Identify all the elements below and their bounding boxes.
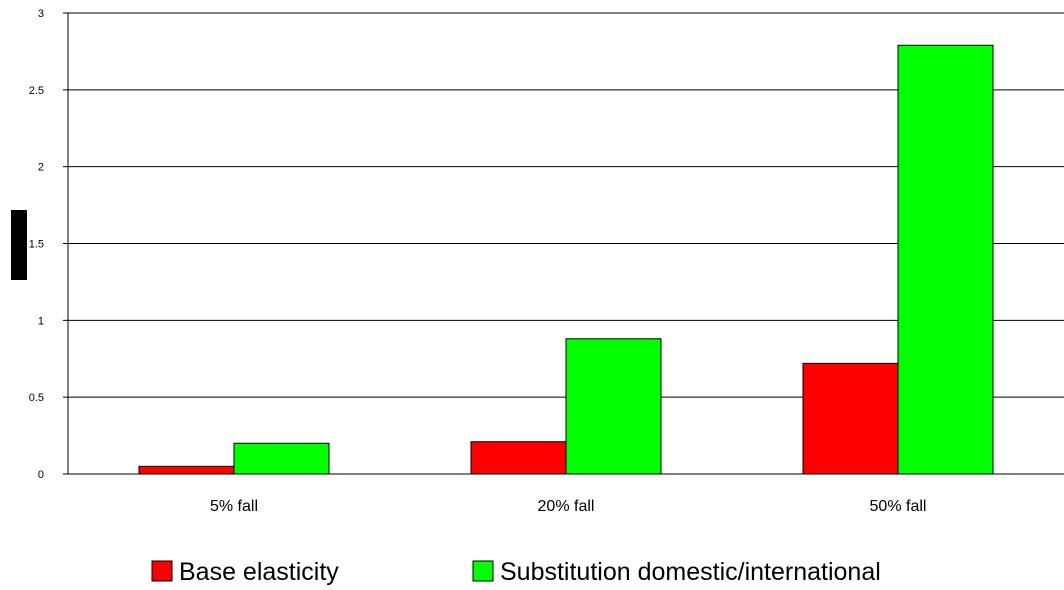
legend: Base elasticity Substitution domestic/int… — [151, 558, 881, 586]
y-tick-label: 2 — [38, 162, 44, 174]
y-tick-label: 0.5 — [29, 392, 44, 404]
bars — [138, 44, 994, 475]
y-axis-label-box — [11, 210, 27, 280]
y-axis-tick-labels: 0 0.5 1 1.5 2 2.5 3 — [29, 8, 68, 481]
y-tick-label: 3 — [38, 8, 44, 20]
y-tick-label: 2.5 — [29, 85, 44, 97]
y-tick-label: 1.5 — [29, 239, 44, 251]
legend-label-2: Substitution domestic/international — [500, 558, 881, 586]
legend-swatch-2 — [472, 560, 494, 582]
bar-series1-cat3 — [802, 362, 899, 475]
bar-series1-cat1 — [138, 465, 235, 475]
y-tick-label: 1 — [38, 315, 44, 327]
category-label: 20% fall — [538, 498, 595, 515]
legend-label-1: Base elasticity — [179, 558, 339, 586]
y-tick-label: 0 — [38, 469, 44, 481]
category-label: 50% fall — [870, 498, 927, 515]
category-label: 5% fall — [210, 498, 258, 515]
legend-swatch-1 — [151, 560, 173, 582]
bar-series2-cat3 — [897, 44, 994, 475]
bar-series2-cat1 — [233, 442, 330, 475]
x-axis-category-labels: 5% fall 20% fall 50% fall — [210, 498, 926, 515]
bar-series1-cat2 — [470, 441, 567, 475]
axes — [67, 13, 1064, 475]
bar-series2-cat2 — [565, 338, 662, 475]
